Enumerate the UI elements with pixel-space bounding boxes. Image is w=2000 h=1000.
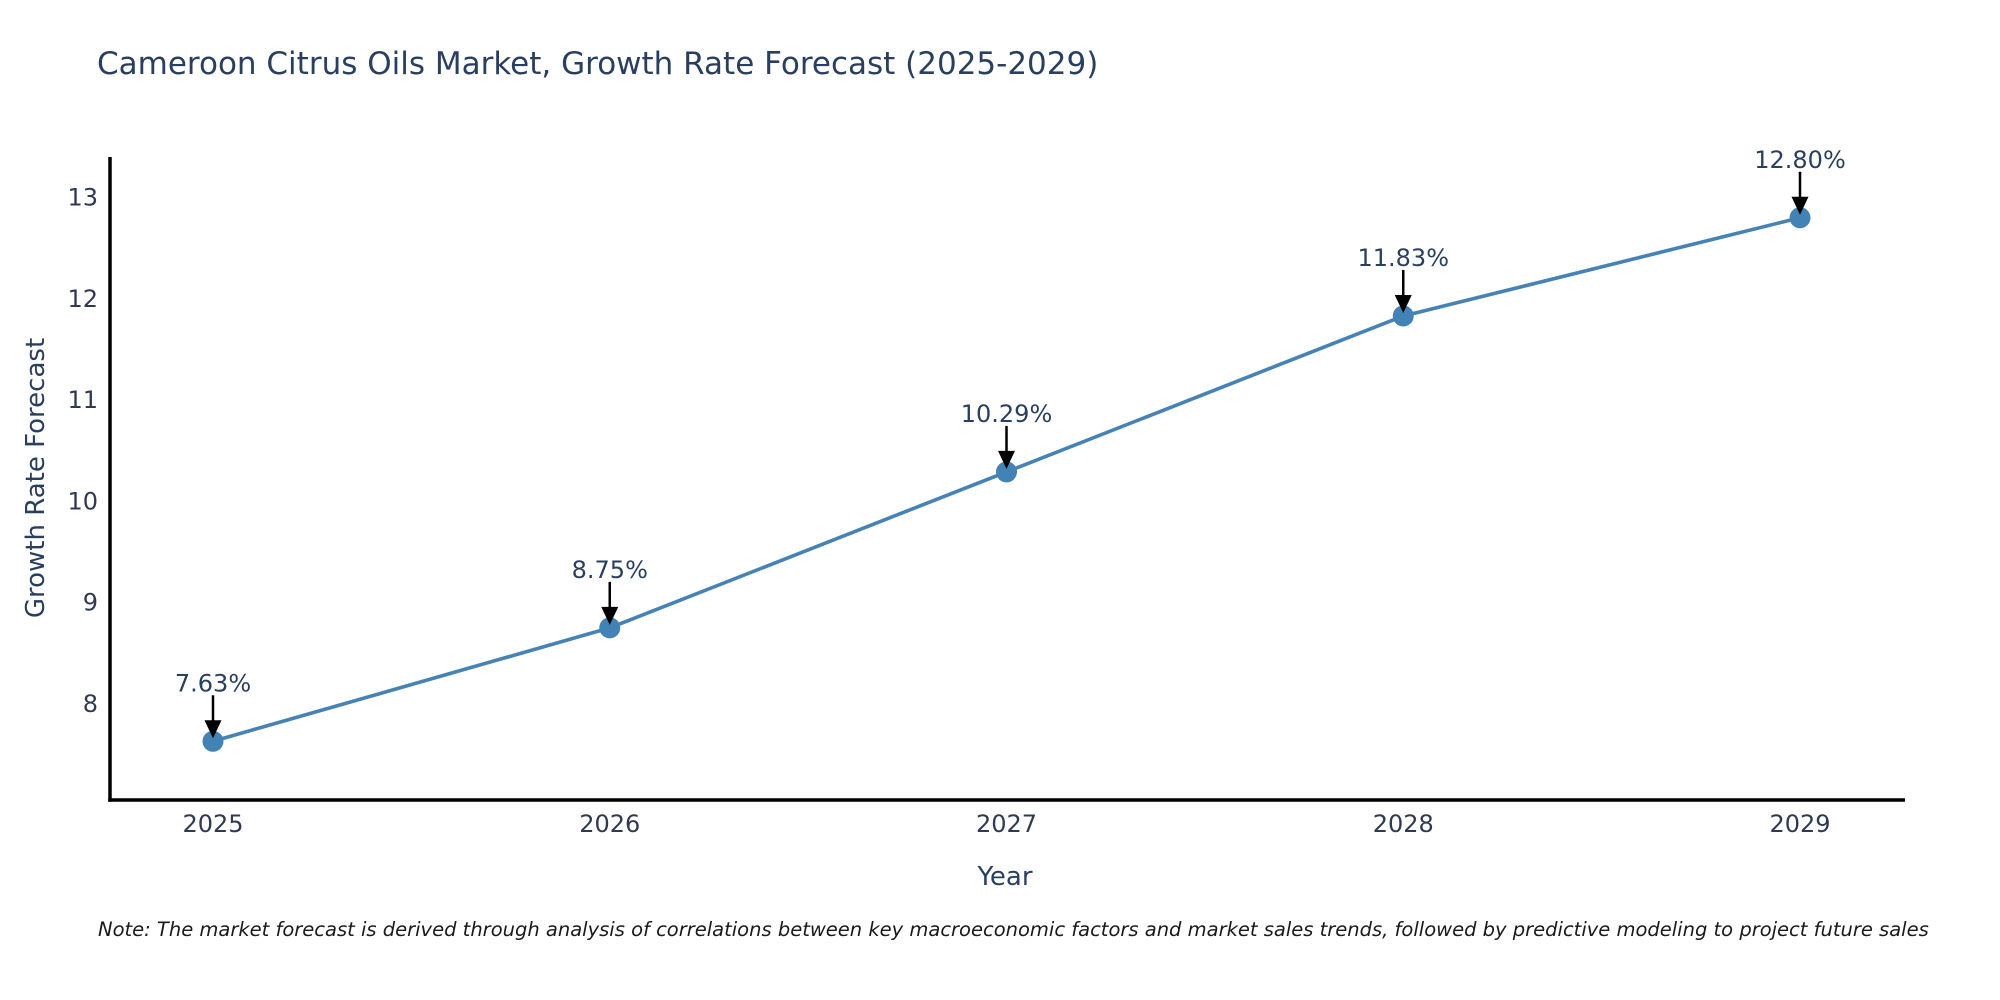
y-tick-label: 10 — [67, 487, 98, 515]
y-tick-label: 8 — [83, 690, 98, 718]
annotation-arrowhead — [601, 606, 619, 625]
footnote: Note: The market forecast is derived thr… — [98, 918, 1929, 941]
y-tick-label: 9 — [83, 589, 98, 617]
annotation-arrowhead — [1394, 294, 1412, 313]
x-tick-label: 2025 — [182, 810, 243, 838]
y-tick-label: 13 — [67, 184, 98, 212]
x-tick-label: 2026 — [579, 810, 640, 838]
annotation-arrowhead — [204, 720, 222, 739]
data-point-2025 — [202, 730, 224, 752]
annotation-arrowhead — [1791, 196, 1809, 215]
data-point-2026 — [599, 617, 621, 639]
annotation-label-2027: 10.29% — [961, 400, 1053, 428]
data-point-2028 — [1392, 305, 1414, 327]
annotation-label-2025: 7.63% — [175, 669, 251, 697]
y-tick-label: 11 — [67, 386, 98, 414]
annotation-label-2026: 8.75% — [572, 556, 648, 584]
x-tick-label: 2027 — [976, 810, 1037, 838]
annotation-label-2029: 12.80% — [1754, 146, 1846, 174]
x-tick-label: 2029 — [1769, 810, 1830, 838]
data-point-2027 — [996, 461, 1017, 483]
x-tick-label: 2028 — [1373, 810, 1434, 838]
annotation-label-2028: 11.83% — [1357, 244, 1449, 272]
annotation-arrowhead — [998, 450, 1015, 469]
data-point-2029 — [1789, 207, 1811, 229]
x-axis-title: Year — [977, 862, 1033, 892]
chart-title: Cameroon Citrus Oils Market, Growth Rate… — [97, 46, 1099, 82]
y-tick-label: 12 — [67, 285, 98, 313]
